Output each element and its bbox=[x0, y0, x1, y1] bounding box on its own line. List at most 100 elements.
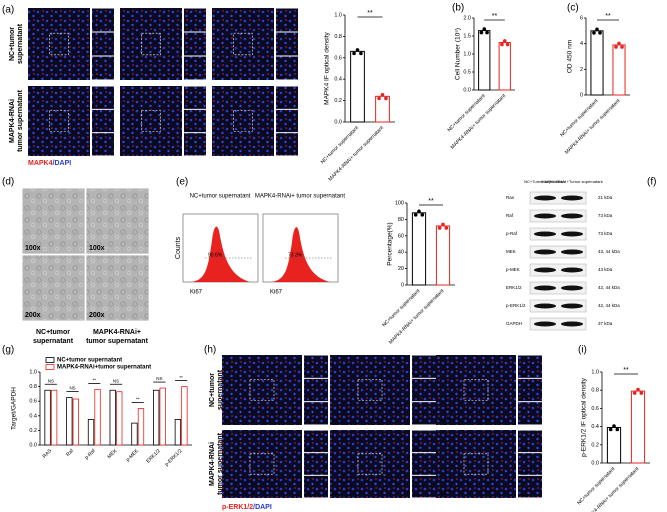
sig-label: ** bbox=[136, 397, 140, 402]
protein-label: Raf bbox=[506, 213, 514, 218]
scale-label: 20μm bbox=[305, 420, 314, 424]
bar bbox=[44, 389, 51, 446]
dot bbox=[444, 226, 449, 230]
legend-label: NC+tumor supernatant bbox=[57, 358, 122, 364]
bar bbox=[109, 389, 116, 446]
band bbox=[561, 231, 583, 237]
y-tick-label: 4 bbox=[580, 41, 583, 47]
y-tick-label: 0.6 bbox=[591, 406, 599, 412]
scale-label: 20μm bbox=[93, 75, 102, 79]
dot bbox=[502, 39, 507, 43]
micrograph bbox=[120, 8, 182, 80]
magnification: 100x bbox=[25, 245, 41, 252]
y-tick-label: 0.8 bbox=[591, 388, 599, 394]
row-label: supernatant bbox=[217, 369, 224, 410]
scale-label: 20μm bbox=[93, 51, 102, 55]
x-tick-label: MEK bbox=[106, 448, 118, 460]
sig-label: ** bbox=[428, 198, 434, 205]
y-tick-label: 60 bbox=[398, 233, 404, 239]
dot bbox=[614, 45, 618, 49]
y-tick-label: 100 bbox=[395, 200, 404, 206]
scale-label: 20μm bbox=[185, 128, 194, 132]
y-tick-label: 1.0 bbox=[463, 51, 471, 57]
sig-label: NS bbox=[69, 386, 75, 391]
band bbox=[561, 321, 583, 327]
x-tick-label: p-Raf bbox=[84, 448, 97, 461]
dot bbox=[417, 209, 421, 214]
scale-label: 20μm bbox=[277, 104, 286, 108]
band bbox=[534, 213, 556, 219]
dot bbox=[352, 51, 356, 56]
legend-swatch bbox=[45, 364, 55, 370]
flow-histograms bbox=[182, 213, 339, 283]
inset-image bbox=[184, 8, 206, 32]
scale-label: 20μm bbox=[305, 373, 314, 377]
dot bbox=[617, 41, 621, 46]
bar bbox=[94, 389, 101, 446]
scale-label: 50μm bbox=[214, 73, 225, 78]
x-tick-label: RAS bbox=[42, 448, 54, 460]
x-tick-label: p-ERK1/2 bbox=[164, 448, 184, 468]
inset-image bbox=[304, 475, 328, 498]
x-tick-label: Raf bbox=[65, 448, 75, 458]
row-label: MAPK4-RNAi bbox=[9, 99, 16, 143]
x-label: Ki67 bbox=[190, 290, 203, 296]
x-tick-label: NC+tumor supernatant bbox=[576, 466, 617, 507]
inset-image bbox=[184, 32, 206, 56]
micrograph bbox=[28, 8, 90, 80]
dot bbox=[595, 27, 599, 32]
inset-box bbox=[463, 379, 489, 401]
gate-label: 73.3% bbox=[288, 252, 303, 258]
band bbox=[534, 267, 556, 273]
band bbox=[534, 249, 556, 255]
y-tick-label: 2 bbox=[580, 67, 583, 73]
y-tick-label: 1.5 bbox=[463, 33, 471, 39]
bar bbox=[411, 212, 427, 286]
row-label: MAPK4-RNAi bbox=[209, 442, 216, 486]
column-label: MAPK4-RNAi+ bbox=[93, 329, 141, 336]
bar bbox=[375, 95, 390, 123]
scale-label: 20μm bbox=[413, 420, 422, 424]
inset-image bbox=[412, 402, 436, 425]
micrograph bbox=[436, 430, 516, 498]
blot-strip bbox=[529, 263, 587, 277]
band bbox=[534, 285, 556, 291]
x-tick-label: NC+tumor supernatant bbox=[381, 288, 422, 329]
blot-header: NC+Tumor supernatant bbox=[524, 179, 567, 184]
row-label: NC+tumor bbox=[209, 373, 216, 407]
y-tick-label: 0.2 bbox=[334, 98, 342, 104]
dot bbox=[359, 51, 363, 56]
inset-image bbox=[518, 402, 542, 425]
band bbox=[561, 285, 583, 291]
panel-label: (a) bbox=[2, 5, 14, 16]
panel-label: (g) bbox=[2, 345, 14, 356]
inset-image bbox=[412, 475, 436, 498]
scale-label: 20μm bbox=[519, 373, 528, 377]
band bbox=[534, 321, 556, 327]
y-tick-label: 0.4 bbox=[334, 77, 342, 83]
dot bbox=[505, 42, 510, 47]
bar bbox=[137, 408, 145, 446]
sig-label: NS bbox=[113, 378, 119, 383]
inset-image bbox=[92, 56, 114, 80]
scale-label: 20μm bbox=[93, 151, 102, 155]
dot bbox=[377, 96, 381, 101]
dot bbox=[441, 222, 445, 227]
inset-image bbox=[184, 56, 206, 80]
inset-image bbox=[304, 402, 328, 425]
scale-label: 20μm bbox=[277, 128, 286, 132]
y-tick-label: 0.0 bbox=[463, 87, 471, 93]
inset-image bbox=[518, 453, 542, 475]
kda-label: 42, 44 kDa bbox=[598, 303, 620, 308]
panel-label: (i) bbox=[578, 345, 587, 356]
brightfield bbox=[21, 254, 86, 322]
stain-label: MAPK4/DAPI bbox=[28, 160, 71, 167]
y-tick-label: 0.2 bbox=[591, 442, 599, 448]
sig-label: ** bbox=[367, 10, 373, 17]
inset-box bbox=[141, 110, 161, 132]
x-tick-label: MAPK4-RNAi+ tumor supernatant bbox=[327, 125, 385, 183]
brightfield bbox=[85, 254, 150, 322]
y-tick-label: 0.4 bbox=[591, 424, 599, 430]
blot-strip bbox=[529, 299, 587, 313]
brightfield bbox=[21, 187, 86, 255]
